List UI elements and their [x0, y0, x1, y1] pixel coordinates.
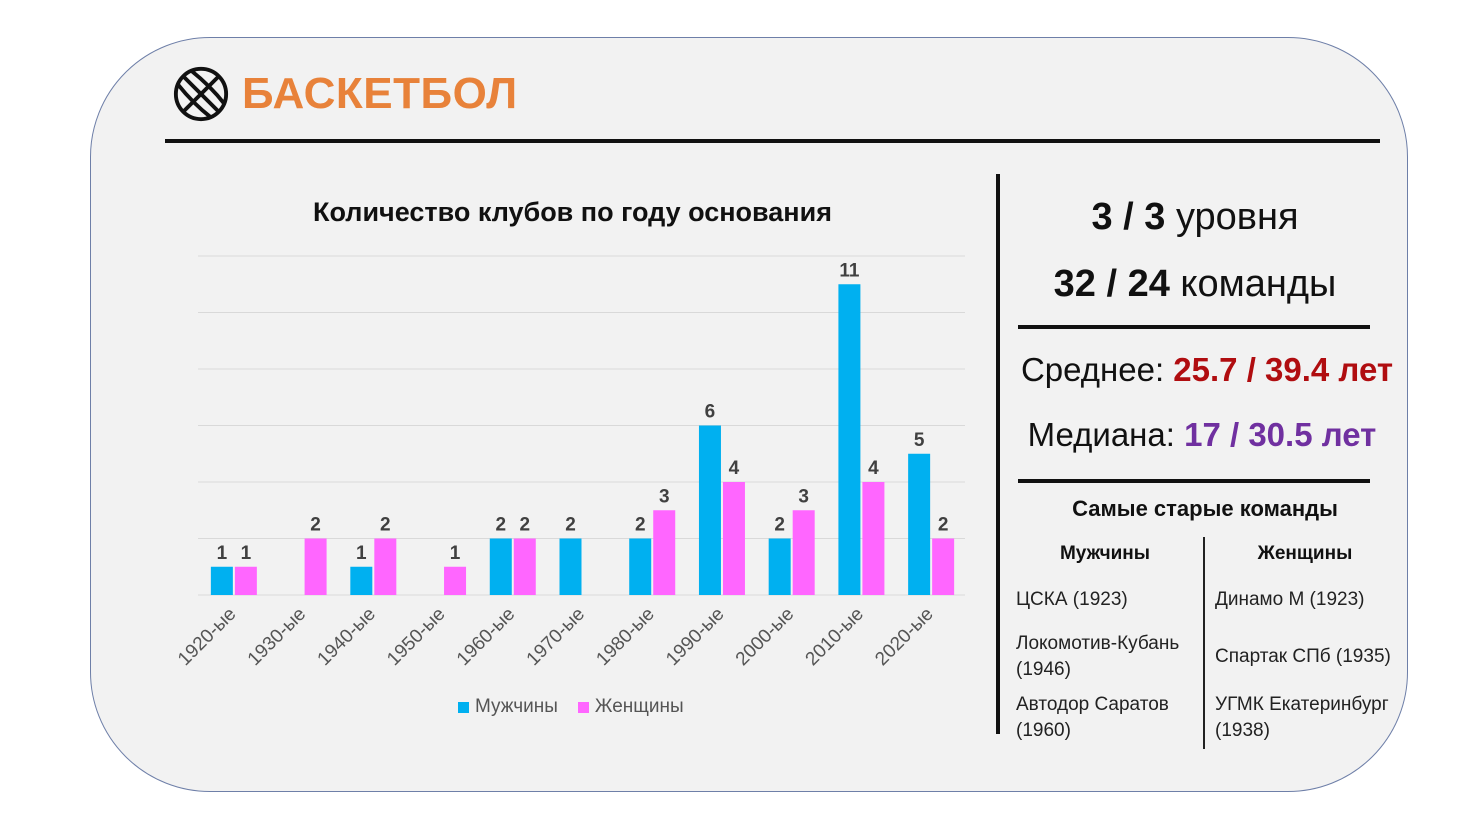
oldest-teams-title: Самые старые команды [1072, 496, 1338, 521]
mean-stat: Среднее: 25.7 / 39.4 лет [1012, 351, 1402, 389]
chart-legend: Мужчины Женщины [458, 696, 684, 718]
data-label: 1 [241, 543, 252, 564]
page-title: БАСКЕТБОЛ [242, 69, 518, 118]
bar-women [374, 538, 397, 595]
x-tick-label: 2000-ые [732, 604, 798, 670]
data-label: 5 [914, 430, 925, 451]
men-team-2: Локомотив-Кубань (1946) [1016, 633, 1180, 680]
women-team-3: УГМК Екатеринбург (1938) [1215, 694, 1389, 741]
mean-label: Среднее: [1020, 351, 1165, 388]
x-tick-label: 1990-ые [662, 604, 728, 670]
median-stat: Медиана: 17 / 30.5 лет [1012, 416, 1392, 454]
levels-stat: 3 / 3 уровня [1020, 196, 1370, 239]
data-label: 3 [659, 486, 670, 507]
bar-men [350, 566, 373, 595]
bar-men [629, 538, 652, 595]
data-label: 3 [798, 486, 809, 507]
mean-value: 25.7 / 39.4 лет [1173, 351, 1394, 388]
bar-women [862, 482, 885, 595]
bar-men [489, 538, 512, 595]
data-label: 1 [217, 543, 228, 564]
data-label: 2 [495, 515, 506, 536]
legend-label-men: Мужчины [475, 696, 558, 717]
header-divider [165, 139, 1380, 143]
bar-women [513, 538, 536, 595]
stats-divider-bottom [1018, 479, 1370, 483]
bar-women [932, 538, 955, 595]
data-label: 4 [868, 458, 879, 479]
levels-value: 3 / 3 [1091, 196, 1166, 238]
data-label: 6 [705, 402, 716, 423]
chart-title: Количество клубов по году основания [313, 197, 832, 227]
bar-men [768, 538, 791, 595]
data-label: 4 [729, 458, 740, 479]
x-tick-label: 1930-ые [244, 604, 310, 670]
x-tick-label: 1920-ые [174, 604, 240, 670]
vertical-divider [996, 174, 1000, 734]
bar-men [210, 566, 233, 595]
women-column-header: Женщины [1257, 543, 1353, 564]
levels-label: уровня [1175, 196, 1299, 238]
bar-women [792, 510, 815, 595]
data-label: 2 [635, 515, 646, 536]
x-tick-label: 2020-ые [871, 604, 937, 670]
data-label: 1 [450, 543, 461, 564]
median-label: Медиана: [1027, 416, 1175, 453]
median-value: 17 / 30.5 лет [1184, 416, 1377, 453]
legend-swatch-women [577, 701, 589, 713]
bar-women [304, 538, 327, 595]
bar-women [722, 482, 745, 595]
data-label: 2 [380, 515, 391, 536]
teams-stat: 32 / 24 команды [1020, 263, 1370, 306]
bar-men [559, 538, 582, 595]
data-label: 2 [565, 515, 576, 536]
bar-men [698, 425, 721, 595]
x-tick-label: 1960-ые [453, 604, 519, 670]
men-team-3: Автодор Саратов (1960) [1016, 694, 1169, 741]
women-team-1: Динамо М (1923) [1215, 589, 1365, 610]
x-tick-label: 1950-ые [383, 604, 449, 670]
men-team-1: ЦСКА (1923) [1016, 589, 1128, 610]
data-label: 1 [356, 543, 367, 564]
x-tick-label: 1970-ые [523, 604, 589, 670]
x-tick-label: 1980-ые [592, 604, 658, 670]
x-tick-label: 2010-ые [802, 604, 868, 670]
data-label: 11 [839, 260, 860, 281]
stats-divider-top [1018, 325, 1370, 329]
bar-men [838, 284, 861, 595]
bar-men [908, 453, 931, 595]
men-column-header: Мужчины [1059, 543, 1151, 564]
data-label: 2 [310, 515, 321, 536]
legend-swatch-men [458, 701, 469, 713]
bar-women [234, 566, 257, 595]
data-label: 2 [774, 515, 785, 536]
teams-value: 32 / 24 [1053, 263, 1170, 305]
bar-women [444, 566, 467, 595]
legend-label-women: Женщины [594, 696, 684, 717]
header: БАСКЕТБОЛ [172, 62, 518, 126]
data-label: 2 [519, 515, 530, 536]
basketball-icon [173, 66, 229, 122]
women-team-2: Спартак СПб (1935) [1215, 646, 1391, 667]
data-label: 2 [938, 515, 949, 536]
x-tick-label: 1940-ые [314, 604, 380, 670]
oldest-column-divider [1203, 537, 1205, 749]
legend-item-women: Женщины [577, 696, 684, 718]
teams-label: команды [1180, 263, 1337, 305]
slide-card [90, 37, 1408, 792]
legend-item-men: Мужчины [458, 696, 558, 718]
bar-women [653, 510, 676, 595]
